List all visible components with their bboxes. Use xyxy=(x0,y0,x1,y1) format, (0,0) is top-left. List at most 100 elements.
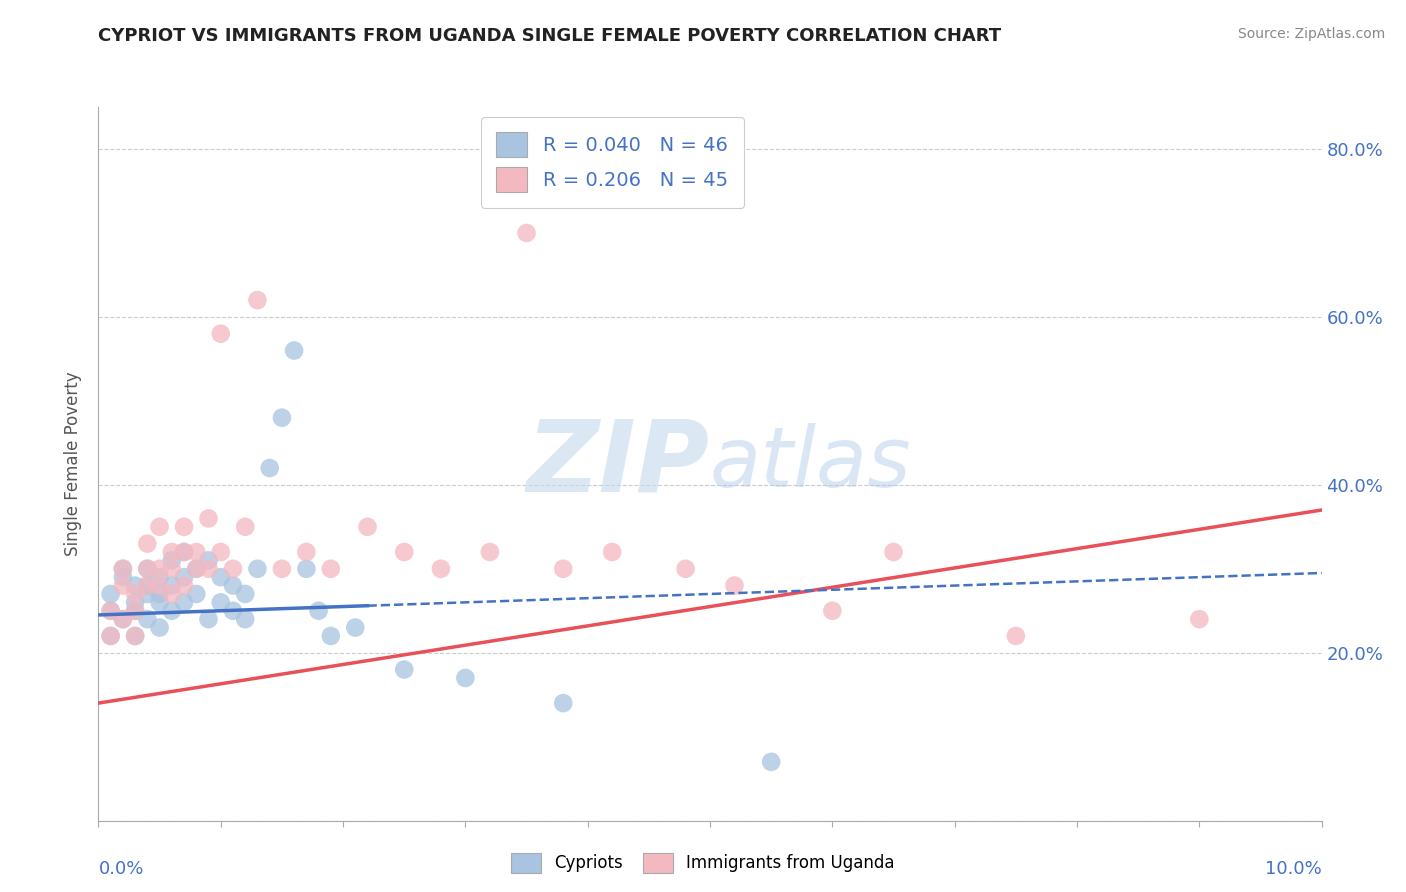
Point xyxy=(136,536,159,550)
Text: ZIP: ZIP xyxy=(527,416,710,512)
Point xyxy=(600,545,623,559)
Point xyxy=(149,587,172,601)
Point xyxy=(283,343,305,358)
Point xyxy=(883,545,905,559)
Point xyxy=(319,629,342,643)
Point xyxy=(124,604,146,618)
Point xyxy=(478,545,501,559)
Point xyxy=(136,587,159,601)
Point xyxy=(173,520,195,534)
Point xyxy=(723,578,745,592)
Point xyxy=(100,629,122,643)
Legend: Cypriots, Immigrants from Uganda: Cypriots, Immigrants from Uganda xyxy=(505,847,901,880)
Point xyxy=(160,545,183,559)
Point xyxy=(553,696,575,710)
Point xyxy=(111,612,134,626)
Point xyxy=(149,562,172,576)
Point xyxy=(675,562,697,576)
Point xyxy=(186,545,208,559)
Point xyxy=(516,226,538,240)
Point xyxy=(136,562,159,576)
Point xyxy=(160,553,183,567)
Text: CYPRIOT VS IMMIGRANTS FROM UGANDA SINGLE FEMALE POVERTY CORRELATION CHART: CYPRIOT VS IMMIGRANTS FROM UGANDA SINGLE… xyxy=(98,27,1001,45)
Point xyxy=(136,562,159,576)
Point xyxy=(124,587,146,601)
Point xyxy=(246,562,269,576)
Point xyxy=(295,562,318,576)
Point xyxy=(1004,629,1026,643)
Point xyxy=(209,326,232,341)
Point xyxy=(344,621,367,635)
Point xyxy=(100,604,122,618)
Point xyxy=(197,562,219,576)
Point xyxy=(759,755,782,769)
Point xyxy=(173,545,195,559)
Point xyxy=(270,410,292,425)
Point xyxy=(233,587,256,601)
Point xyxy=(111,562,134,576)
Point xyxy=(124,578,146,592)
Point xyxy=(100,604,122,618)
Point xyxy=(160,587,183,601)
Point xyxy=(173,578,195,592)
Point xyxy=(222,578,245,592)
Point xyxy=(454,671,477,685)
Legend: R = 0.040   N = 46, R = 0.206   N = 45: R = 0.040 N = 46, R = 0.206 N = 45 xyxy=(481,117,744,208)
Point xyxy=(209,570,232,584)
Point xyxy=(222,604,245,618)
Point xyxy=(186,562,208,576)
Point xyxy=(149,520,172,534)
Point xyxy=(222,562,245,576)
Point xyxy=(124,629,146,643)
Point xyxy=(111,562,134,576)
Point xyxy=(308,604,330,618)
Point xyxy=(270,562,292,576)
Point xyxy=(111,612,134,626)
Point xyxy=(392,663,416,677)
Point xyxy=(209,595,232,609)
Text: 10.0%: 10.0% xyxy=(1265,860,1322,878)
Point xyxy=(160,604,183,618)
Point xyxy=(124,604,146,618)
Point xyxy=(246,293,269,307)
Point xyxy=(111,570,134,584)
Point xyxy=(553,562,575,576)
Point xyxy=(233,612,256,626)
Y-axis label: Single Female Poverty: Single Female Poverty xyxy=(65,372,83,556)
Point xyxy=(124,595,146,609)
Point xyxy=(149,595,172,609)
Point xyxy=(319,562,342,576)
Point xyxy=(160,578,183,592)
Point xyxy=(233,520,256,534)
Point xyxy=(173,545,195,559)
Point xyxy=(821,604,844,618)
Point xyxy=(197,612,219,626)
Point xyxy=(197,553,219,567)
Point xyxy=(136,612,159,626)
Point xyxy=(295,545,318,559)
Point xyxy=(160,562,183,576)
Point xyxy=(356,520,378,534)
Text: Source: ZipAtlas.com: Source: ZipAtlas.com xyxy=(1237,27,1385,41)
Point xyxy=(149,621,172,635)
Point xyxy=(136,578,159,592)
Text: 0.0%: 0.0% xyxy=(98,860,143,878)
Point xyxy=(392,545,416,559)
Point xyxy=(124,629,146,643)
Text: atlas: atlas xyxy=(710,424,911,504)
Point xyxy=(259,461,281,475)
Point xyxy=(209,545,232,559)
Point xyxy=(100,629,122,643)
Point xyxy=(1188,612,1211,626)
Point xyxy=(173,595,195,609)
Point xyxy=(100,587,122,601)
Point xyxy=(149,570,172,584)
Point xyxy=(149,578,172,592)
Point xyxy=(136,578,159,592)
Point xyxy=(186,562,208,576)
Point xyxy=(111,578,134,592)
Point xyxy=(186,587,208,601)
Point xyxy=(430,562,453,576)
Point xyxy=(173,570,195,584)
Point xyxy=(197,511,219,525)
